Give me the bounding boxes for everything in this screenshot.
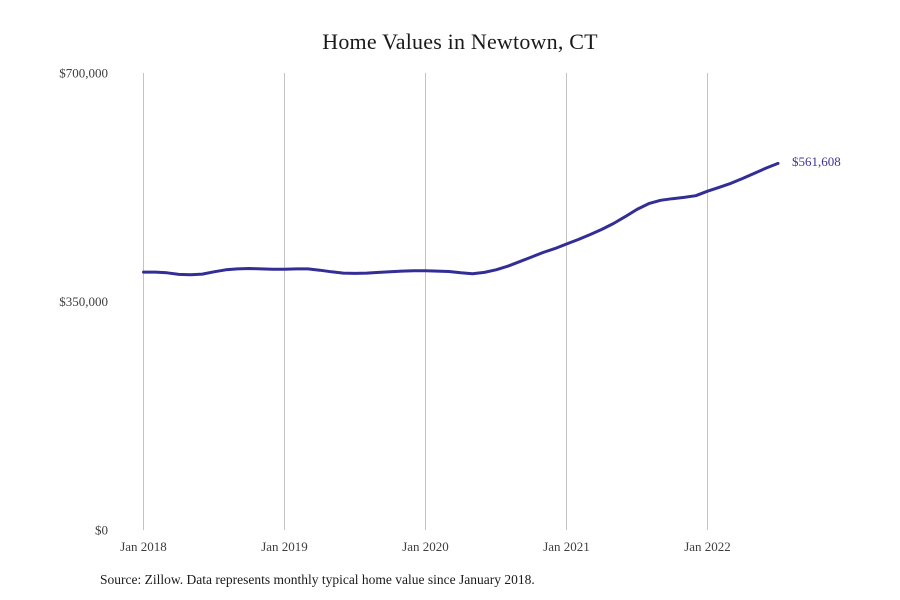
x-tick-label: Jan 2018 [120, 539, 167, 554]
series-line [142, 161, 780, 277]
x-tick-label: Jan 2019 [261, 539, 308, 554]
y-tick-label: $350,000 [59, 294, 108, 309]
x-tick-label: Jan 2022 [684, 539, 731, 554]
y-tick-label: $700,000 [59, 66, 108, 81]
source-note: Source: Zillow. Data represents monthly … [100, 572, 535, 587]
end-value-label: $561,608 [792, 154, 841, 170]
x-tick-label: Jan 2020 [402, 539, 449, 554]
x-tick-label: Jan 2021 [543, 539, 590, 554]
y-tick-label: $0 [95, 523, 108, 538]
chart-title: Home Values in Newtown, CT [322, 29, 598, 54]
